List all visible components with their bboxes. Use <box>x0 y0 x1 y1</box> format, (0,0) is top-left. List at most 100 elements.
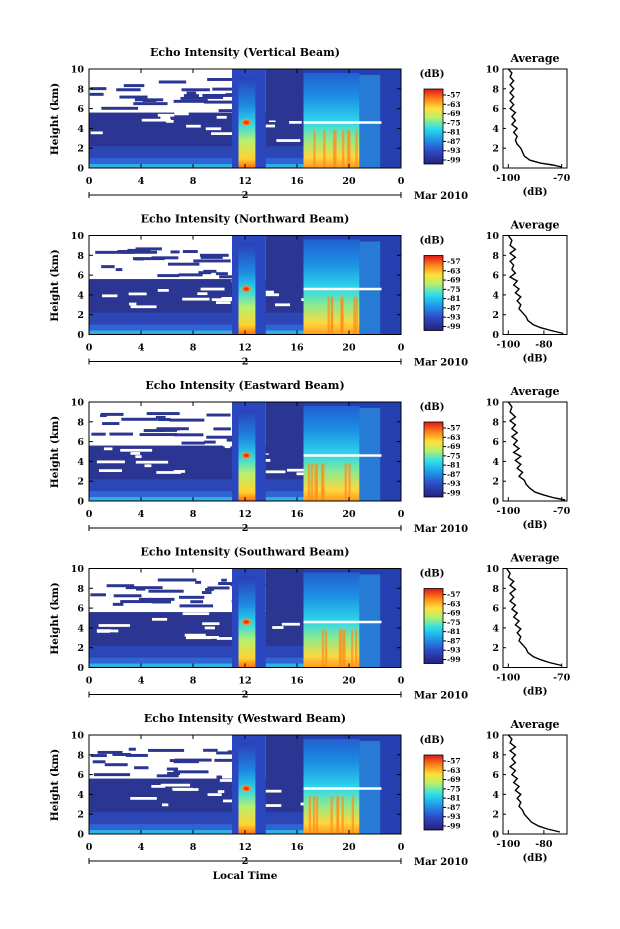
colorbar-tick-label: -87 <box>447 803 461 812</box>
avg-x-label: (dB) <box>523 853 548 864</box>
colorbar-tick-label: -81 <box>447 627 461 636</box>
colorbar-tick-label: -93 <box>447 479 461 488</box>
y-axis-label: Height (km) <box>49 416 61 488</box>
echo-patch <box>90 87 107 91</box>
echo-patch <box>92 760 106 764</box>
echo-gap <box>222 799 238 803</box>
avg-y-tick-label: 6 <box>492 271 499 282</box>
panel-0: Echo Intensity (Vertical Beam) 0 2 4 6 8 10 Hei… <box>49 46 571 202</box>
x-tick-label: 0 <box>398 343 405 354</box>
colorbar-tick-label: -69 <box>447 109 461 118</box>
x-tick-label: 4 <box>138 176 145 187</box>
avg-y-tick-label: 10 <box>486 398 500 409</box>
avg-frame <box>502 235 568 335</box>
echo-patch <box>167 262 200 266</box>
colorbar-tick-label: -87 <box>447 636 461 645</box>
y-tick-label: 0 <box>77 830 84 841</box>
avg-frame <box>502 401 568 502</box>
rain-streak <box>351 629 354 668</box>
echo-patch <box>204 100 233 104</box>
rain-streak <box>332 130 336 168</box>
avg-x-label: (dB) <box>523 354 548 365</box>
panel-3: Echo Intensity (Southward Beam) 0 2 4 6 8 10 He… <box>49 546 571 702</box>
rain-streak <box>315 463 319 501</box>
echo-patch <box>201 591 212 595</box>
colorbar-tick-label: -87 <box>447 303 461 312</box>
echo-patch <box>156 427 189 431</box>
echo-gap <box>211 132 235 136</box>
avg-x-tick-label: -100 <box>496 506 520 517</box>
colorbar-tick-label: -81 <box>447 794 461 803</box>
panel-1: Echo Intensity (Northward Beam) 0 2 4 6 8 10 He… <box>49 213 568 369</box>
x-tick-label: 0 <box>86 343 93 354</box>
rain-streak <box>307 463 311 501</box>
bright-band-line <box>303 287 382 291</box>
y-axis-label: Height (km) <box>49 83 61 155</box>
echo-gap <box>250 804 282 807</box>
bright-band-line <box>303 121 382 124</box>
colorbar-tick-label: -57 <box>447 91 461 100</box>
post-storm-echo <box>265 735 304 787</box>
colorbar-tick-label: -93 <box>447 146 461 155</box>
rain-streak <box>348 463 351 501</box>
echo-gap <box>174 112 189 116</box>
echo-patch <box>106 584 135 588</box>
echo-gap <box>103 447 113 451</box>
echo-gap <box>151 617 168 621</box>
echo-patch <box>207 77 240 81</box>
echo-gap <box>224 445 231 449</box>
rain-streak <box>355 130 358 168</box>
x-tick-label: 20 <box>342 676 356 687</box>
colorbar-tick-label: -87 <box>447 137 461 146</box>
echo-patch <box>113 594 142 598</box>
avg-profile-line <box>507 235 564 335</box>
date-marker: 2 <box>242 690 249 701</box>
colorbar-unit: (dB) <box>420 69 445 80</box>
echo-gap <box>96 629 111 633</box>
panel-title: Echo Intensity (Southward Beam) <box>141 546 350 559</box>
rain-streak <box>330 796 333 834</box>
colorbar-tick-label: -75 <box>447 784 461 793</box>
avg-y-tick-label: 2 <box>492 810 499 821</box>
colorbar-tick-label: -81 <box>447 294 461 303</box>
colorbar-tick-label: -57 <box>447 590 461 599</box>
avg-x-tick-label: -100 <box>496 340 520 351</box>
panel-title: Echo Intensity (Eastward Beam) <box>145 379 344 392</box>
echo-gap <box>262 470 286 474</box>
y-tick-label: 8 <box>77 750 84 761</box>
x-tick-label: 0 <box>398 676 405 687</box>
avg-y-tick-label: 0 <box>492 330 499 341</box>
y-tick-label: 2 <box>77 144 84 155</box>
y-tick-label: 10 <box>71 231 85 242</box>
echo-gap <box>110 629 119 633</box>
avg-x-label: (dB) <box>523 187 548 198</box>
stratiform-rain <box>303 72 360 168</box>
x-tick-label: 12 <box>238 842 251 853</box>
echo-gap <box>182 297 210 301</box>
echo-patch <box>115 268 123 272</box>
avg-y-tick-label: 8 <box>492 584 499 595</box>
echo-patch <box>93 773 131 777</box>
colorbar-tick-label: -99 <box>447 156 461 165</box>
colorbar <box>423 255 444 331</box>
x-tick-label: 8 <box>190 343 197 354</box>
echo-patch <box>158 80 187 84</box>
avg-y-tick-label: 10 <box>486 731 500 742</box>
avg-y-tick-label: 4 <box>492 790 499 801</box>
echo-patch <box>157 274 180 278</box>
y-tick-label: 4 <box>77 623 84 634</box>
x-tick-label: 4 <box>138 343 145 354</box>
echo-gap <box>144 464 152 468</box>
colorbar-tick-label: -69 <box>447 276 461 285</box>
rain-streak <box>313 130 316 168</box>
avg-y-tick-label: 2 <box>492 144 499 155</box>
y-tick-label: 8 <box>77 251 84 262</box>
echo-gap <box>265 293 280 297</box>
echo-gap <box>157 289 169 292</box>
x-tick-label: 4 <box>138 842 145 853</box>
x-tick-label: 16 <box>290 176 304 187</box>
echo-gap <box>186 124 201 128</box>
avg-y-tick-label: 8 <box>492 417 499 428</box>
x-tick-label: 8 <box>190 509 197 520</box>
echo-patch <box>102 422 120 426</box>
